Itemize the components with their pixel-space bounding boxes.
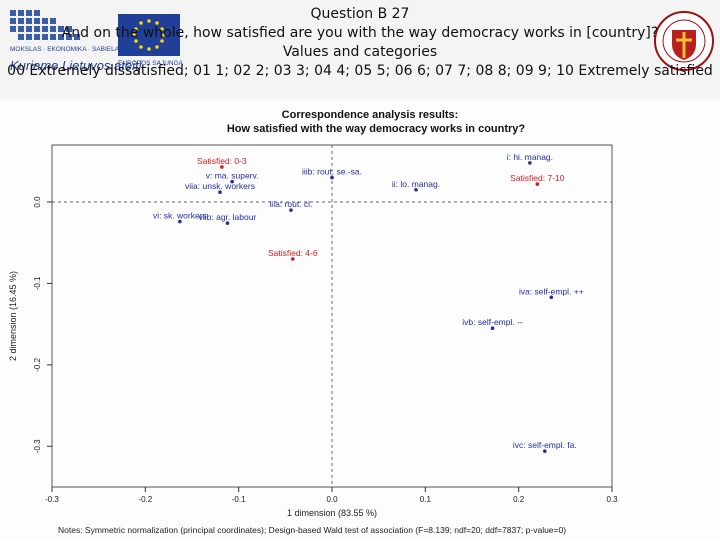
scatter-point <box>330 175 334 180</box>
scatter-point <box>543 449 547 453</box>
values-categories: 00 Extremely dissatisfied; 01 1; 02 2; 0… <box>7 63 713 79</box>
scatter-point <box>549 295 554 300</box>
point-label: Satisfied: 4-6 <box>268 248 318 258</box>
scatter-point <box>291 257 295 261</box>
eu-label: EUROPOS SĄJUNGA <box>118 60 184 67</box>
question-number: Question B 27 <box>310 6 410 22</box>
scatter-point <box>528 161 532 165</box>
point-label: vi: sk. workers <box>153 211 207 221</box>
point-label: Satisfied: 0-3 <box>197 156 247 166</box>
scatter-point <box>535 182 540 186</box>
point-label: Satisfied: 7-10 <box>510 173 565 183</box>
point-label: iva: self-empl. ++ <box>519 286 584 296</box>
x-tick-label: 0.2 <box>513 495 525 504</box>
y-tick-label: 0.0 <box>33 196 42 208</box>
point-label: iiia: rout. cl. <box>269 199 312 209</box>
y-axis: 0.0 -0.1 -0.2 -0.3 <box>33 196 52 453</box>
scatter-point <box>178 219 182 224</box>
scatter-point <box>289 208 293 212</box>
lithuania-map-logo <box>10 10 80 40</box>
y-tick-label: -0.1 <box>33 276 42 290</box>
scatter-point <box>414 187 418 192</box>
point-label: v: ma. superv. <box>206 171 259 181</box>
data-points: i: hi. manag. ii: lo. manag. iiib: rout. s… <box>153 152 584 453</box>
scatter-point <box>220 165 224 169</box>
x-tick-label: 0.0 <box>326 495 338 504</box>
partner-logos: MOKSLAS · EKONOMIKA · SABIELABĖ Kuriame … <box>8 8 188 78</box>
point-label: viia: unsk. workers <box>185 181 255 191</box>
y-axis-label: 2 dimension (16.45 %) <box>8 271 18 361</box>
point-label: ii: lo. manag. <box>392 179 440 189</box>
scatter-point <box>218 190 222 195</box>
point-label: iiib: rout. se.-sa. <box>302 167 362 177</box>
point-label: ivb: self-empl. -- <box>462 317 523 327</box>
x-tick-label: 0.1 <box>420 495 432 504</box>
x-tick-label: 0.3 <box>606 495 618 504</box>
x-tick-label: -0.3 <box>45 495 59 504</box>
logo-slogan-small: MOKSLAS · EKONOMIKA · SABIELABĖ <box>10 44 128 53</box>
logo-slogan: Kuriame Lietuvos ateitį <box>10 58 143 73</box>
values-heading: Values and categories <box>282 44 438 60</box>
slide-header: MOKSLAS · EKONOMIKA · SABIELABĖ Kuriame … <box>0 0 720 100</box>
chart-area: Correspondence analysis results: How sat… <box>0 100 720 540</box>
chart-subtitle: How satisfied with the way democracy wor… <box>227 123 526 135</box>
point-label: i: hi. manag. <box>507 152 553 162</box>
eu-flag-logo: EUROPOS SĄJUNGA <box>118 14 184 67</box>
y-tick-label: -0.2 <box>33 357 42 371</box>
point-label: viib: agr. labour <box>199 212 257 222</box>
x-tick-label: -0.2 <box>138 495 152 504</box>
logo-group: MOKSLAS · EKONOMIKA · SABIELABĖ Kuriame … <box>10 10 184 73</box>
chart-title: Correspondence analysis results: <box>282 109 459 121</box>
chart-notes: Notes: Symmetric normalization (principa… <box>58 525 566 535</box>
university-crest-logo <box>654 10 714 72</box>
scatter-point <box>230 179 234 184</box>
x-tick-label: -0.1 <box>232 495 246 504</box>
correspondence-chart: Correspondence analysis results: How sat… <box>8 109 618 535</box>
point-label: ivc: self-empl. fa. <box>513 440 577 450</box>
scatter-point <box>490 326 495 331</box>
y-tick-label: -0.3 <box>33 439 42 453</box>
reference-lines <box>52 145 612 487</box>
x-axis-label: 1 dimension (83.55 %) <box>287 508 377 518</box>
crest-icon <box>654 11 714 71</box>
question-text: And on the whole, how satisfied are you … <box>61 25 659 41</box>
scatter-point <box>225 221 230 225</box>
x-axis: -0.3 -0.2 -0.1 0.0 0.1 0.2 0.3 <box>45 487 618 504</box>
